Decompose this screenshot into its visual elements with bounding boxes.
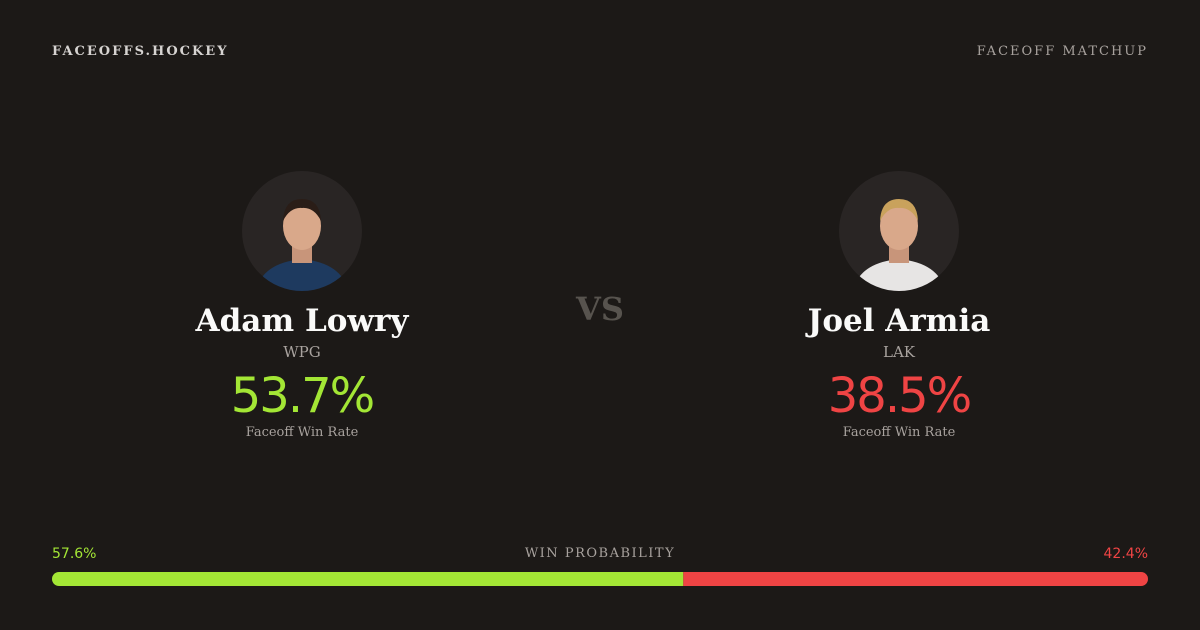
face (880, 202, 918, 250)
right-probability: 42.4% (1103, 546, 1148, 562)
hair (283, 199, 321, 221)
player-photo (853, 199, 945, 291)
brand: FACEOFFS.HOCKEY (52, 44, 229, 59)
player-photo (256, 199, 348, 291)
player-name: Joel Armia (807, 303, 991, 339)
face (283, 202, 321, 250)
jersey (256, 259, 348, 291)
player-name: Adam Lowry (195, 303, 409, 339)
player-rate: 38.5% (827, 368, 972, 424)
player-rlabel: Faceoff Win Rate (245, 425, 359, 440)
player-rlabel: Faceoff Win Rate (842, 425, 956, 440)
avatar (839, 171, 959, 291)
left-probability: 57.6% (52, 546, 97, 562)
player-rate: 53.7% (230, 368, 375, 424)
probability-bar (52, 572, 1148, 586)
player-team: WPG (283, 343, 321, 361)
player-team: LAK (883, 343, 915, 361)
probability-label: WIN PROBABILITY (524, 546, 676, 561)
vs-label: VS (576, 290, 624, 328)
bar-left (52, 572, 684, 586)
bar-right (683, 572, 1148, 586)
hair (880, 199, 918, 221)
player-card: Joel Armia LAK 38.5% Faceoff Win Rate (699, 171, 1099, 440)
player-card: Adam Lowry WPG 53.7% Faceoff Win Rate (102, 171, 502, 440)
jersey (853, 259, 945, 291)
page-label: FACEOFF MATCHUP (976, 44, 1148, 59)
avatar (242, 171, 362, 291)
